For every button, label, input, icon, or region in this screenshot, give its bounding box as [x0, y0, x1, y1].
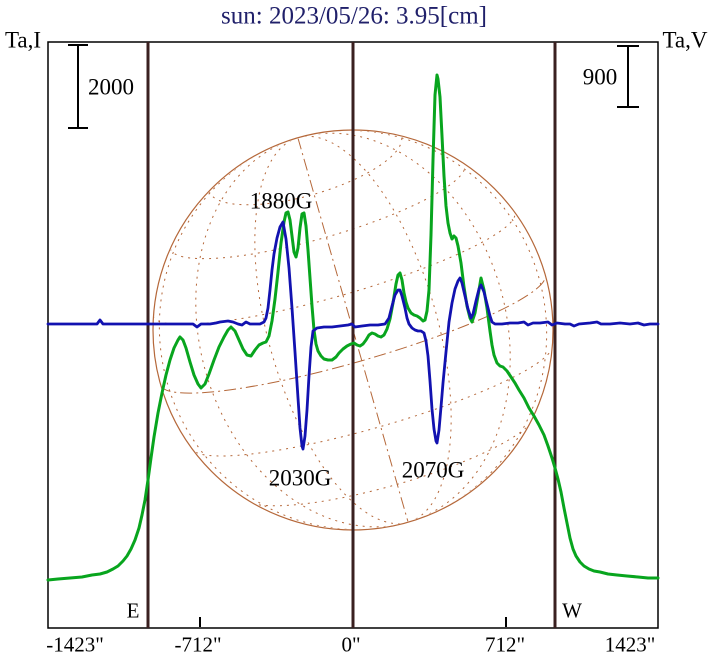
west-limb-label: W — [562, 598, 582, 623]
x-tick-label-neg1423: -1423" — [46, 632, 104, 657]
x-tick-label-neg712: -712" — [174, 632, 222, 657]
x-tick-label-1423: 1423" — [604, 632, 656, 657]
left-scale-bar-value: 2000 — [88, 74, 134, 100]
right-scale-bar — [617, 45, 639, 108]
right-axis-label: Ta,V — [662, 27, 708, 53]
sun-grid-meridian — [158, 137, 409, 530]
sun-grid-meridian — [297, 130, 548, 523]
magnetic-field-label-1: 1880G — [249, 188, 313, 214]
polarization-curve — [46, 220, 660, 451]
x-tick-label-0: 0" — [341, 632, 361, 657]
sun-grid-parallel — [169, 164, 466, 260]
x-tick-label-712: 712" — [484, 632, 526, 657]
right-scale-bar-value: 900 — [582, 64, 618, 90]
magnetic-field-label-2: 2030G — [268, 465, 332, 491]
intensity-curve — [46, 73, 660, 582]
sun-grid-meridian — [254, 137, 409, 525]
left-axis-label: Ta,I — [4, 27, 42, 53]
left-scale-bar — [68, 44, 88, 129]
magnetic-field-label-3: 2070G — [401, 457, 465, 483]
east-limb-label: E — [126, 598, 140, 623]
figure-title: sun: 2023/05/26: 3.95[cm] — [221, 2, 487, 30]
sun-grid-meridian — [297, 135, 452, 523]
